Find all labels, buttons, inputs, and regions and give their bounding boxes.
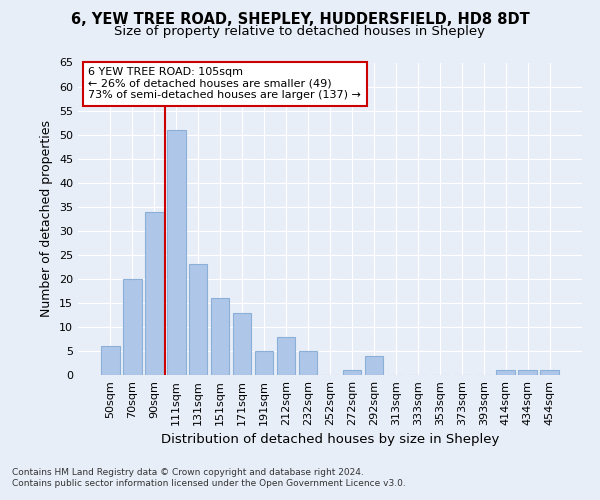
Bar: [211, 298, 229, 375]
Text: 6, YEW TREE ROAD, SHEPLEY, HUDDERSFIELD, HD8 8DT: 6, YEW TREE ROAD, SHEPLEY, HUDDERSFIELD,…: [71, 12, 529, 28]
Bar: [189, 264, 208, 375]
Bar: [299, 351, 317, 375]
Bar: [123, 279, 142, 375]
Bar: [233, 312, 251, 375]
Text: Contains HM Land Registry data © Crown copyright and database right 2024.
Contai: Contains HM Land Registry data © Crown c…: [12, 468, 406, 487]
Bar: [277, 336, 295, 375]
Text: 6 YEW TREE ROAD: 105sqm
← 26% of detached houses are smaller (49)
73% of semi-de: 6 YEW TREE ROAD: 105sqm ← 26% of detache…: [88, 67, 361, 100]
Bar: [343, 370, 361, 375]
Bar: [145, 212, 164, 375]
Text: Size of property relative to detached houses in Shepley: Size of property relative to detached ho…: [115, 25, 485, 38]
Bar: [518, 370, 537, 375]
Bar: [541, 370, 559, 375]
X-axis label: Distribution of detached houses by size in Shepley: Distribution of detached houses by size …: [161, 434, 499, 446]
Bar: [101, 346, 119, 375]
Bar: [167, 130, 185, 375]
Bar: [365, 356, 383, 375]
Bar: [496, 370, 515, 375]
Bar: [255, 351, 274, 375]
Y-axis label: Number of detached properties: Number of detached properties: [40, 120, 53, 318]
